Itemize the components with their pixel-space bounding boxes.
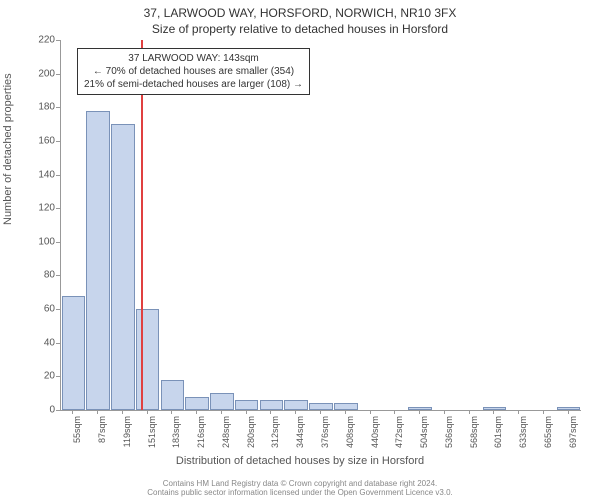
reference-line: [141, 40, 143, 410]
xtick-mark: [171, 410, 172, 414]
histogram-bar: [185, 397, 209, 410]
xtick-mark: [295, 410, 296, 414]
xtick-mark: [320, 410, 321, 414]
histogram-bar: [309, 403, 333, 410]
histogram-bar: [210, 393, 234, 410]
xtick-mark: [196, 410, 197, 414]
plot-area: 37 LARWOOD WAY: 143sqm ← 70% of detached…: [60, 40, 581, 411]
ytick-label: 140: [38, 169, 55, 180]
histogram-bar: [136, 309, 160, 410]
ytick-mark: [56, 40, 60, 41]
ytick-label: 60: [44, 304, 55, 315]
ytick-label: 0: [49, 405, 55, 416]
histogram-bar: [334, 403, 358, 410]
xtick-mark: [72, 410, 73, 414]
ytick-label: 220: [38, 35, 55, 46]
histogram-bar: [62, 296, 86, 410]
xtick-label: 216sqm: [196, 416, 206, 456]
ytick-mark: [56, 175, 60, 176]
xtick-label: 633sqm: [518, 416, 528, 456]
xtick-mark: [370, 410, 371, 414]
xtick-mark: [543, 410, 544, 414]
xtick-label: 344sqm: [295, 416, 305, 456]
xtick-label: 568sqm: [469, 416, 479, 456]
ytick-mark: [56, 309, 60, 310]
annotation-line1: 37 LARWOOD WAY: 143sqm: [84, 52, 303, 65]
xtick-mark: [122, 410, 123, 414]
histogram-bar: [235, 400, 259, 410]
histogram-bar: [161, 380, 185, 410]
xtick-label: 472sqm: [394, 416, 404, 456]
ytick-mark: [56, 141, 60, 142]
xtick-mark: [345, 410, 346, 414]
ytick-mark: [56, 343, 60, 344]
histogram-bar: [284, 400, 308, 410]
xtick-label: 312sqm: [270, 416, 280, 456]
histogram-bar: [111, 124, 135, 410]
xtick-label: 440sqm: [370, 416, 380, 456]
xtick-mark: [493, 410, 494, 414]
xtick-label: 376sqm: [320, 416, 330, 456]
ytick-label: 200: [38, 68, 55, 79]
chart-title-line2: Size of property relative to detached ho…: [0, 22, 600, 36]
y-axis-label: Number of detached properties: [2, 73, 14, 225]
ytick-label: 120: [38, 203, 55, 214]
footer-line2: Contains public sector information licen…: [0, 488, 600, 498]
xtick-label: 119sqm: [122, 416, 132, 456]
annotation-line2: ← 70% of detached houses are smaller (35…: [84, 65, 303, 78]
xtick-label: 87sqm: [97, 416, 107, 456]
chart-title-line1: 37, LARWOOD WAY, HORSFORD, NORWICH, NR10…: [0, 6, 600, 20]
xtick-mark: [568, 410, 569, 414]
xtick-label: 536sqm: [444, 416, 454, 456]
xtick-mark: [147, 410, 148, 414]
xtick-label: 248sqm: [221, 416, 231, 456]
xtick-label: 504sqm: [419, 416, 429, 456]
xtick-label: 697sqm: [568, 416, 578, 456]
xtick-label: 665sqm: [543, 416, 553, 456]
ytick-label: 160: [38, 135, 55, 146]
xtick-mark: [469, 410, 470, 414]
xtick-label: 183sqm: [171, 416, 181, 456]
footer-line1: Contains HM Land Registry data © Crown c…: [0, 479, 600, 489]
ytick-label: 80: [44, 270, 55, 281]
ytick-label: 40: [44, 337, 55, 348]
xtick-mark: [97, 410, 98, 414]
ytick-label: 100: [38, 236, 55, 247]
ytick-mark: [56, 410, 60, 411]
xtick-label: 280sqm: [246, 416, 256, 456]
xtick-mark: [444, 410, 445, 414]
xtick-label: 601sqm: [493, 416, 503, 456]
xtick-label: 151sqm: [147, 416, 157, 456]
ytick-mark: [56, 74, 60, 75]
chart-footer: Contains HM Land Registry data © Crown c…: [0, 479, 600, 498]
histogram-bar: [260, 400, 284, 410]
xtick-mark: [221, 410, 222, 414]
xtick-label: 55sqm: [72, 416, 82, 456]
annotation-line3: 21% of semi-detached houses are larger (…: [84, 78, 303, 91]
ytick-label: 20: [44, 371, 55, 382]
ytick-mark: [56, 275, 60, 276]
ytick-mark: [56, 242, 60, 243]
histogram-bar: [86, 111, 110, 410]
x-axis-label: Distribution of detached houses by size …: [0, 455, 600, 467]
ytick-mark: [56, 107, 60, 108]
annotation-box: 37 LARWOOD WAY: 143sqm ← 70% of detached…: [77, 48, 310, 95]
ytick-mark: [56, 376, 60, 377]
xtick-mark: [270, 410, 271, 414]
xtick-label: 408sqm: [345, 416, 355, 456]
xtick-mark: [246, 410, 247, 414]
ytick-mark: [56, 208, 60, 209]
xtick-mark: [394, 410, 395, 414]
xtick-mark: [518, 410, 519, 414]
ytick-label: 180: [38, 102, 55, 113]
chart-container: 37, LARWOOD WAY, HORSFORD, NORWICH, NR10…: [0, 0, 600, 500]
xtick-mark: [419, 410, 420, 414]
